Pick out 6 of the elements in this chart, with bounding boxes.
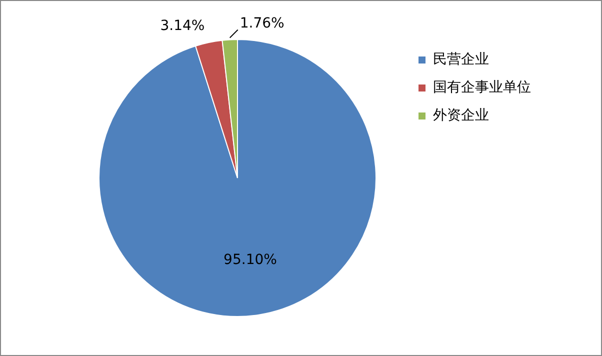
data-label: 1.76% <box>240 15 284 32</box>
data-label: 3.14% <box>160 18 205 34</box>
data-label: 95.10% <box>224 252 277 268</box>
legend-label: 民营企业 <box>433 52 489 68</box>
legend-label: 外资企业 <box>433 108 489 124</box>
legend-label: 国有企事业单位 <box>433 80 531 96</box>
